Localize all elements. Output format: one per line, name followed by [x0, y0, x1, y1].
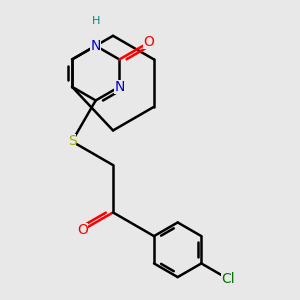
Text: O: O [143, 35, 154, 50]
Text: N: N [114, 80, 124, 94]
Text: H: H [92, 16, 100, 26]
Text: O: O [77, 223, 88, 237]
Text: N: N [91, 39, 101, 53]
Text: S: S [68, 134, 76, 148]
Text: Cl: Cl [221, 272, 235, 286]
